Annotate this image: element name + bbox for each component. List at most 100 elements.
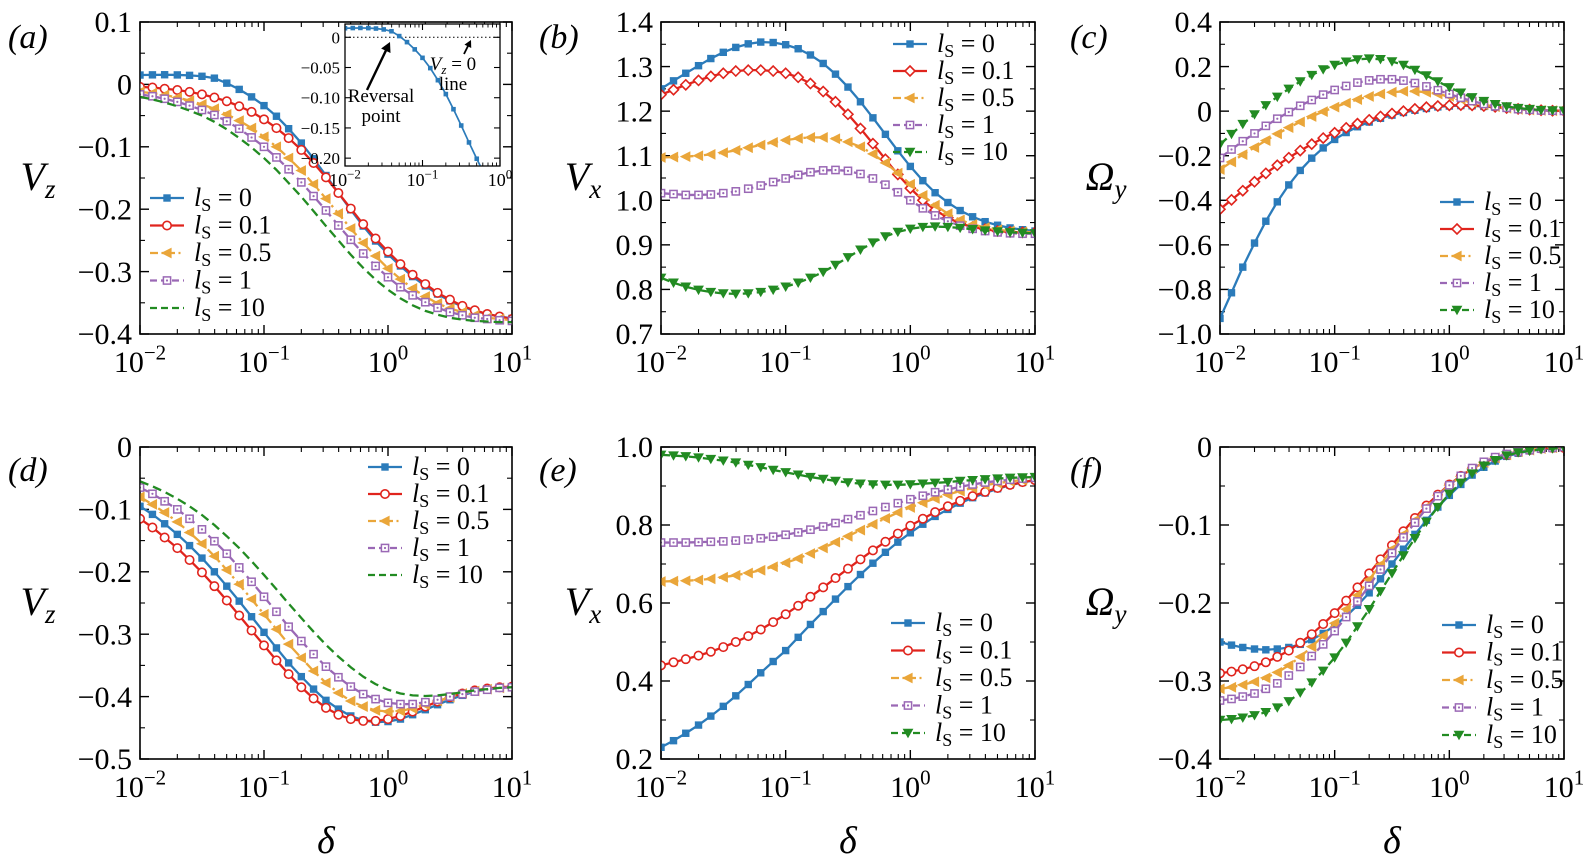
marker-diamond-open <box>1374 110 1387 123</box>
marker-square <box>1388 560 1396 568</box>
series-layer <box>661 38 1035 300</box>
marker-triangle-down <box>1294 688 1306 698</box>
marker-square-open-dot <box>213 540 216 543</box>
marker-circle-open <box>234 610 245 621</box>
series-ls10-line <box>140 95 512 324</box>
marker-square <box>1308 154 1316 162</box>
marker-square <box>345 25 348 31</box>
legend-entry-ls10: lS = 10 <box>1440 295 1555 327</box>
marker-triangle-down <box>780 468 792 478</box>
marker-square <box>260 628 268 637</box>
marker-triangle-down <box>767 465 779 476</box>
annotation-math-text: Vz = 0 <box>430 54 476 77</box>
x-tick-label: 101 <box>1015 340 1056 379</box>
marker-square <box>719 702 727 711</box>
legend-label: lS = 0.1 <box>937 56 1014 88</box>
marker-square-open-dot <box>946 220 949 223</box>
marker-triangle-left <box>379 515 390 527</box>
marker-triangle-down <box>1409 534 1421 544</box>
y-tick-label: 0.9 <box>616 229 654 262</box>
marker-circle-open <box>1260 657 1271 668</box>
marker-diamond-open <box>1236 184 1249 197</box>
marker-square <box>661 85 665 93</box>
series-ls05-markers <box>661 132 1035 238</box>
marker-triangle-down <box>693 285 704 296</box>
legend-label: lS = 10 <box>412 560 483 592</box>
x-tick-label: 101 <box>492 765 533 804</box>
marker-circle-open <box>1237 664 1248 675</box>
marker-square <box>806 51 815 59</box>
marker-triangle-down <box>867 238 879 248</box>
inset-y-tick-label: −0.05 <box>301 59 340 78</box>
marker-square-open-dot <box>1413 521 1417 524</box>
marker-square-open-dot <box>871 177 875 180</box>
y-tick-label: 0 <box>1197 431 1212 464</box>
marker-diamond-open <box>1271 159 1284 172</box>
marker-triangle-left <box>704 573 716 585</box>
legend-label: lS = 0 <box>1484 187 1542 219</box>
marker-square-open-dot <box>275 156 278 159</box>
marker-square <box>769 38 777 47</box>
marker-circle-open <box>407 269 418 280</box>
marker-diamond-open <box>767 64 780 78</box>
marker-square-open-dot <box>809 528 812 531</box>
marker-square-open-dot <box>1425 85 1428 88</box>
marker-triangle-left <box>1385 86 1397 98</box>
marker-diamond-open <box>1431 99 1444 113</box>
legend-entry-ls1: lS = 1 <box>150 266 252 298</box>
marker-square-open-dot <box>834 168 837 172</box>
marker-triangle-down <box>967 225 979 235</box>
marker-triangle-left <box>1259 135 1271 146</box>
marker-circle-open <box>345 714 356 725</box>
marker-triangle-left <box>171 516 182 528</box>
marker-circle-open <box>755 624 766 635</box>
marker-square <box>769 657 777 666</box>
marker-diamond-open <box>1385 107 1399 120</box>
marker-circle-open <box>967 491 978 502</box>
legend: lS = 0lS = 0.1lS = 0.5lS = 1lS = 10 <box>893 29 1014 169</box>
marker-square <box>160 520 169 528</box>
marker-circle-open <box>283 133 294 144</box>
marker-triangle-down <box>830 476 841 487</box>
marker-square-open-dot <box>312 194 315 198</box>
marker-triangle-left <box>208 550 219 562</box>
legend-label: lS = 1 <box>1486 693 1544 725</box>
marker-square-open-dot <box>722 540 725 543</box>
marker-square-open-dot <box>176 508 179 511</box>
marker-triangle-left <box>717 571 728 583</box>
marker-circle-open <box>420 279 431 290</box>
marker-square-open-dot <box>163 97 166 100</box>
y-tick-label: −0.8 <box>1158 274 1212 307</box>
marker-triangle-left <box>394 273 406 285</box>
marker-diamond-open <box>1408 102 1422 116</box>
marker-triangle-left <box>319 193 331 204</box>
marker-triangle-down <box>1432 502 1444 513</box>
marker-diamond-open <box>704 70 717 83</box>
y-tick-label: 0.2 <box>1175 51 1213 84</box>
marker-triangle-down <box>842 478 854 488</box>
marker-triangle-down <box>1489 456 1501 466</box>
marker-square-open-dot <box>1310 98 1313 102</box>
inset-y-tick-label: 0 <box>332 28 341 47</box>
marker-square-open-dot <box>1379 568 1382 571</box>
marker-circle-open <box>296 682 307 693</box>
series-ls10 <box>1220 447 1564 725</box>
marker-square <box>140 71 144 79</box>
marker-square <box>198 554 206 562</box>
marker-triangle-left <box>792 132 803 144</box>
marker-square <box>906 40 914 48</box>
marker-square-open-dot <box>225 552 228 555</box>
marker-triangle-left <box>692 150 704 162</box>
marker-triangle-left <box>295 165 306 176</box>
marker-square <box>284 659 293 667</box>
y-tick-label: 0.4 <box>616 665 654 698</box>
marker-square-open-dot <box>908 123 912 127</box>
series-ls10-markers <box>661 450 1035 491</box>
marker-triangle-down <box>1306 70 1318 81</box>
marker-square <box>235 597 243 605</box>
marker-triangle-down <box>742 289 754 299</box>
marker-circle-open <box>718 642 729 653</box>
marker-triangle-left <box>1317 106 1328 117</box>
marker-triangle-left <box>245 122 257 134</box>
marker-square <box>669 736 678 745</box>
